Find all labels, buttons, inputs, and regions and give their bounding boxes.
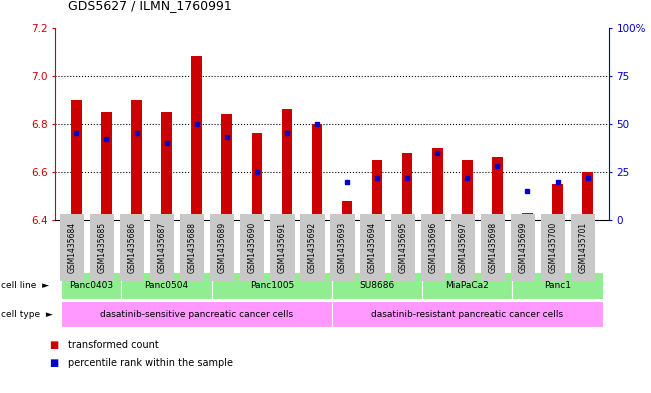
Bar xyxy=(161,112,172,220)
Text: Panc1005: Panc1005 xyxy=(250,281,294,290)
Text: GSM1435698: GSM1435698 xyxy=(488,222,497,273)
Text: GSM1435693: GSM1435693 xyxy=(338,222,347,273)
Text: GSM1435685: GSM1435685 xyxy=(98,222,107,273)
Bar xyxy=(522,213,533,220)
Text: GSM1435687: GSM1435687 xyxy=(158,222,167,273)
Bar xyxy=(492,158,503,220)
Text: GSM1435691: GSM1435691 xyxy=(278,222,287,273)
Bar xyxy=(191,56,202,220)
Text: cell line  ►: cell line ► xyxy=(1,281,49,290)
Bar xyxy=(552,184,563,220)
Bar xyxy=(312,124,322,220)
Text: cell type  ►: cell type ► xyxy=(1,310,52,318)
Bar xyxy=(462,160,473,220)
Text: GSM1435688: GSM1435688 xyxy=(187,222,197,273)
Text: Panc1: Panc1 xyxy=(544,281,571,290)
Text: GSM1435700: GSM1435700 xyxy=(549,222,557,273)
Bar xyxy=(372,160,382,220)
Bar xyxy=(402,153,413,220)
Bar xyxy=(132,100,142,220)
Text: GSM1435695: GSM1435695 xyxy=(398,222,407,273)
Text: ■: ■ xyxy=(49,340,58,350)
Bar xyxy=(101,112,112,220)
Bar xyxy=(221,114,232,220)
Text: GSM1435686: GSM1435686 xyxy=(128,222,137,273)
Bar xyxy=(71,100,81,220)
Bar xyxy=(251,133,262,220)
Text: GSM1435684: GSM1435684 xyxy=(68,222,76,273)
Bar xyxy=(432,148,443,220)
Text: GSM1435699: GSM1435699 xyxy=(518,222,527,273)
Text: GSM1435694: GSM1435694 xyxy=(368,222,377,273)
Text: dasatinib-resistant pancreatic cancer cells: dasatinib-resistant pancreatic cancer ce… xyxy=(371,310,563,318)
Text: GDS5627 / ILMN_1760991: GDS5627 / ILMN_1760991 xyxy=(68,0,232,12)
Text: ■: ■ xyxy=(49,358,58,368)
Text: Panc0403: Panc0403 xyxy=(70,281,113,290)
Text: GSM1435692: GSM1435692 xyxy=(308,222,317,273)
Bar xyxy=(583,172,593,220)
Text: SU8686: SU8686 xyxy=(359,281,395,290)
Text: GSM1435690: GSM1435690 xyxy=(248,222,257,273)
Text: GSM1435701: GSM1435701 xyxy=(579,222,588,273)
Bar xyxy=(282,109,292,220)
Text: Panc0504: Panc0504 xyxy=(145,281,189,290)
Text: GSM1435689: GSM1435689 xyxy=(217,222,227,273)
Text: percentile rank within the sample: percentile rank within the sample xyxy=(68,358,233,368)
Text: MiaPaCa2: MiaPaCa2 xyxy=(445,281,489,290)
Text: GSM1435696: GSM1435696 xyxy=(428,222,437,273)
Text: transformed count: transformed count xyxy=(68,340,159,350)
Text: dasatinib-sensitive pancreatic cancer cells: dasatinib-sensitive pancreatic cancer ce… xyxy=(100,310,293,318)
Text: GSM1435697: GSM1435697 xyxy=(458,222,467,273)
Bar xyxy=(342,201,352,220)
